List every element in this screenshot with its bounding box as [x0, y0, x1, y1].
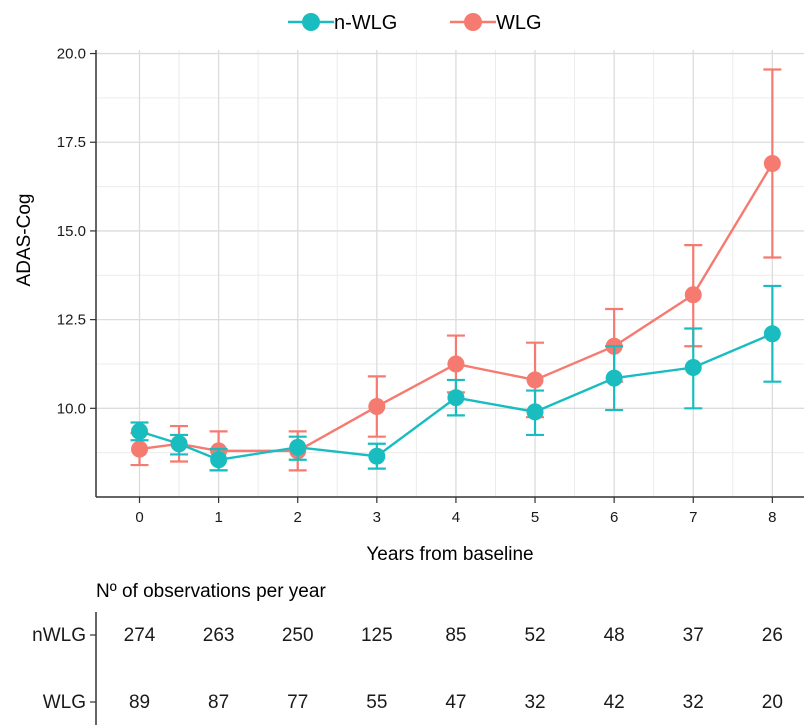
ticks: 0 1 2 3 4 5 6 7 8 10.0 12.5 15.0 17.5 20.0 — [57, 46, 777, 526]
data-point — [289, 438, 307, 456]
data-point — [170, 435, 188, 453]
table-cell: 52 — [524, 625, 545, 646]
x-tick-label: 2 — [294, 509, 302, 526]
table-cell: 32 — [524, 692, 545, 713]
legend-label: n-WLG — [334, 12, 397, 34]
table-cell: 55 — [366, 692, 387, 713]
axes — [95, 50, 804, 498]
data-point — [368, 447, 386, 465]
data-point — [447, 355, 465, 373]
observations-table: nWLG 274 263 250 125 85 52 48 37 26 WLG 89 87 77 55 47 3… — [32, 612, 783, 725]
series-n-wlg — [130, 284, 782, 472]
table-title: Nº of observations per year — [96, 581, 326, 602]
y-tick-label: 10.0 — [57, 400, 86, 417]
data-point — [131, 440, 149, 458]
data-point — [763, 325, 781, 343]
table-cell: 42 — [604, 692, 625, 713]
data-point — [368, 398, 386, 416]
legend-marker — [464, 13, 482, 31]
x-tick-label: 8 — [768, 509, 776, 526]
data-point — [210, 451, 228, 469]
table-cell: 250 — [282, 625, 314, 646]
y-tick-label: 15.0 — [57, 223, 86, 240]
table-cell: 85 — [445, 625, 466, 646]
y-tick-label: 12.5 — [57, 312, 86, 329]
x-tick-label: 0 — [135, 509, 143, 526]
x-tick-label: 3 — [373, 509, 381, 526]
x-tick-label: 4 — [452, 509, 460, 526]
table-cell: 87 — [208, 692, 229, 713]
table-cell: 125 — [361, 625, 393, 646]
data-point — [684, 286, 702, 304]
data-point — [763, 155, 781, 173]
y-axis-title: ADAS-Cog — [14, 194, 35, 287]
row-label: nWLG — [32, 625, 86, 646]
data-point — [526, 371, 544, 389]
x-tick-label: 6 — [610, 509, 618, 526]
table-cell: 20 — [762, 692, 783, 713]
legend-item-n-wlg: n-WLG — [288, 12, 397, 34]
table-cell: 32 — [683, 692, 704, 713]
legend-item-wlg: WLG — [450, 12, 542, 34]
x-axis-title: Years from baseline — [366, 544, 533, 565]
series-line — [139, 332, 773, 461]
table-cell: 26 — [762, 625, 783, 646]
data-point — [684, 359, 702, 377]
table-cell: 89 — [129, 692, 150, 713]
table-cell: 77 — [287, 692, 308, 713]
row-label: WLG — [43, 692, 86, 713]
legend: n-WLG WLG — [288, 12, 542, 34]
legend-label: WLG — [496, 12, 542, 34]
grid-lines — [96, 50, 804, 497]
table-cell: 48 — [604, 625, 625, 646]
data-point — [605, 369, 623, 387]
table-cell: 274 — [124, 625, 156, 646]
x-tick-label: 7 — [689, 509, 697, 526]
data-point — [526, 403, 544, 421]
table-cell: 263 — [203, 625, 235, 646]
data-point — [131, 422, 149, 440]
y-tick-label: 20.0 — [57, 46, 86, 63]
series-layer — [130, 68, 782, 472]
x-tick-label: 1 — [214, 509, 222, 526]
y-tick-label: 17.5 — [57, 134, 86, 151]
table-cell: 37 — [683, 625, 704, 646]
data-point — [447, 389, 465, 407]
x-tick-label: 5 — [531, 509, 539, 526]
series-line — [139, 162, 774, 453]
legend-marker — [302, 13, 320, 31]
table-cell: 47 — [445, 692, 466, 713]
